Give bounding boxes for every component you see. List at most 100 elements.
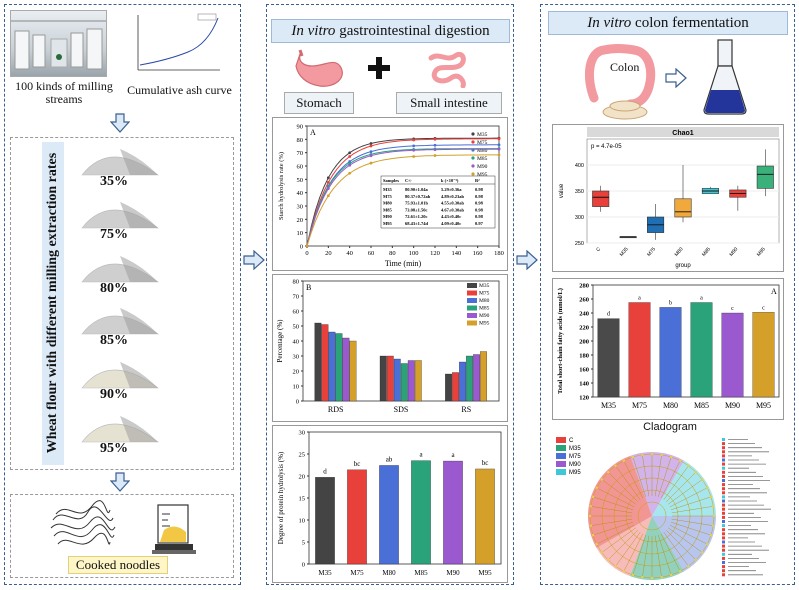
colon-label: Colon — [608, 60, 642, 75]
table-cell: M80 — [383, 201, 392, 206]
legend-swatch — [467, 283, 477, 288]
plot-frame — [592, 284, 780, 398]
table-header: Samples — [383, 178, 399, 183]
cladogram: C M35 M75 M90 M95 — [552, 434, 784, 582]
y-tick-label: 10 — [293, 384, 300, 391]
tree-branch — [660, 533, 681, 572]
data-point — [369, 154, 373, 158]
taxa-swatch — [722, 442, 725, 446]
rate-label: 80% — [100, 281, 128, 296]
significance-letter: c — [731, 306, 734, 312]
category-label: M95 — [756, 401, 771, 410]
starch-fraction-bar-chart: B 0 10 20 30 40 50 60 70 80 Percentage (%) RDS SDS RS… — [272, 274, 508, 422]
y-tick-label: 400 — [575, 163, 584, 169]
tree-node — [687, 464, 690, 468]
y-axis-label: Total short-chain fatty acids (mmol/L) — [557, 288, 564, 394]
bar-RS-M35 — [445, 373, 452, 402]
tree-node — [700, 551, 704, 554]
rate-label: 90% — [100, 387, 128, 402]
bar-M35 — [597, 318, 620, 398]
y-tick-label: 10 — [297, 230, 304, 237]
y-tick-label: 20 — [297, 217, 304, 224]
hydrolysis-line-chart: A 0 10 20 30 40 50 60 70 80 90 0 20 40 60 80 100 120 140 16… — [272, 117, 508, 271]
legend-label: M35 — [569, 446, 581, 452]
data-point — [433, 143, 437, 147]
table-cell: M85 — [383, 207, 392, 212]
taxa-swatch — [722, 548, 725, 552]
legend-label: M90 — [477, 164, 488, 170]
y-tick-label: 30 — [297, 204, 304, 211]
legend-label: M95 — [477, 172, 488, 178]
legend-swatch — [467, 320, 477, 326]
series-line-M95 — [306, 154, 499, 247]
bar-RS-M95 — [480, 351, 487, 402]
plot-frame — [306, 125, 500, 247]
y-tick-label: 220 — [579, 325, 589, 332]
tree-branch — [663, 532, 689, 567]
panel-letter: A — [771, 287, 777, 296]
y-tick-label: 15 — [299, 496, 306, 503]
down-arrow-icon — [110, 472, 130, 492]
cladogram-title: Cladogram — [643, 421, 697, 433]
significance-letter: c — [762, 305, 765, 311]
legend-label: C — [569, 438, 574, 444]
table-cell: 4.89±0.23ab — [441, 194, 464, 199]
right-arrow-icon — [243, 250, 265, 270]
category-label: M85 — [701, 246, 712, 257]
category-label: M85 — [694, 401, 709, 410]
taxa-swatch — [722, 487, 725, 491]
y-tick-label: 0 — [300, 244, 303, 251]
middle-title-italic: In vitro — [291, 23, 336, 39]
legend-marker — [471, 164, 475, 168]
box-M95 — [756, 165, 774, 189]
x-tick-label: 140 — [451, 250, 461, 257]
tree-branch — [671, 506, 714, 514]
category-label: RDS — [328, 405, 344, 414]
flour-vertical-title: Wheat flour with different milling extra… — [45, 152, 60, 454]
series-line-M90 — [306, 148, 499, 247]
series-line-M85 — [306, 148, 499, 247]
table-cell: 0.98 — [475, 201, 484, 206]
middle-panel — [266, 4, 514, 585]
category-label: C — [595, 246, 602, 253]
tree-node — [631, 455, 635, 459]
category-label: M80 — [674, 246, 685, 257]
tree-branch — [608, 472, 638, 502]
data-point — [497, 147, 501, 151]
legend-swatch — [556, 461, 566, 467]
category-label: M35 — [318, 569, 332, 577]
data-point — [369, 142, 373, 145]
legend-swatch — [556, 445, 566, 451]
legend-label: M35 — [477, 132, 488, 138]
tree-branch — [668, 527, 703, 553]
taxa-swatch — [722, 556, 725, 560]
tree-branch — [590, 518, 633, 526]
tree-node — [709, 495, 713, 499]
data-point — [348, 155, 352, 158]
legend-label: M75 — [569, 454, 581, 460]
tree-node — [614, 464, 617, 468]
facet-strip — [587, 127, 779, 137]
tree-node — [588, 514, 592, 518]
tree-node — [687, 564, 690, 568]
bar-M75 — [347, 469, 367, 565]
tree-node — [591, 495, 595, 499]
x-tick-label: 180 — [494, 250, 504, 257]
tree-branch — [670, 521, 712, 536]
taxa-swatch — [722, 524, 725, 528]
significance-letter: bc — [482, 459, 489, 467]
x-tick-label: 0 — [305, 250, 308, 257]
y-tick-label: 40 — [293, 339, 300, 346]
legend-swatch — [556, 469, 566, 475]
params-table — [380, 175, 496, 229]
taxa-swatch — [722, 483, 725, 487]
tree-node — [669, 455, 673, 459]
y-axis-label: Degree of protein hydrolysis (%) — [277, 451, 285, 544]
y-tick-label: 160 — [579, 367, 589, 374]
taxa-swatch — [722, 536, 725, 540]
legend-marker — [471, 156, 475, 160]
small-intestine-icon — [428, 51, 466, 88]
feces-icon — [602, 100, 648, 120]
legend-swatch — [467, 305, 477, 311]
intestine-label: Small intestine — [396, 92, 502, 114]
